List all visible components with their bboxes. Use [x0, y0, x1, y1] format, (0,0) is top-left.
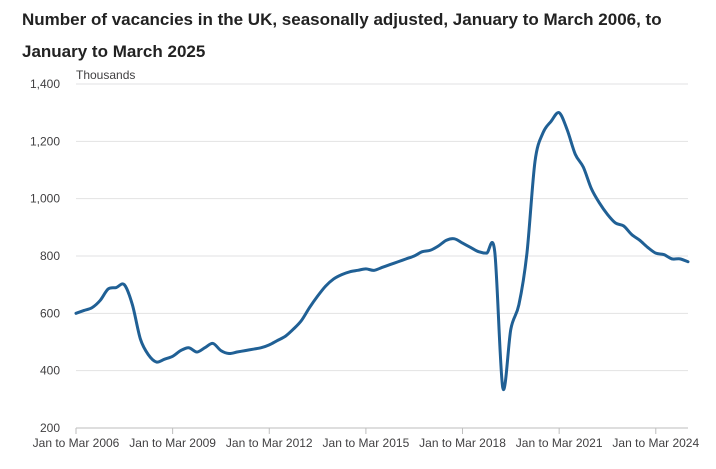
data-point — [107, 287, 110, 291]
data-point — [179, 349, 182, 352]
data-point — [501, 386, 504, 390]
data-point — [525, 251, 529, 255]
data-point — [356, 269, 360, 272]
x-tick-label: Jan to Mar 2006 — [33, 436, 120, 450]
data-point — [429, 249, 432, 252]
data-point — [74, 312, 78, 315]
data-point — [155, 360, 158, 364]
data-point — [235, 350, 239, 354]
data-point — [622, 224, 625, 228]
data-point — [340, 273, 343, 276]
data-point — [90, 306, 94, 309]
data-point — [396, 260, 400, 263]
data-point — [163, 358, 166, 361]
data-point — [227, 352, 231, 355]
data-point — [115, 286, 118, 289]
gridlines — [76, 83, 688, 429]
y-tick-label: 1,000 — [30, 192, 60, 206]
data-point — [549, 120, 553, 123]
x-tick-label: Jan to Mar 2018 — [419, 436, 506, 450]
data-point — [364, 267, 368, 271]
data-point — [276, 339, 279, 342]
data-point — [533, 160, 537, 163]
series-group — [74, 111, 690, 392]
data-point — [590, 187, 593, 190]
x-tick-label: Jan to Mar 2024 — [612, 436, 699, 450]
data-point — [654, 251, 657, 255]
data-point — [308, 306, 311, 309]
data-point — [662, 253, 666, 256]
x-axis: Jan to Mar 2006 Jan to Mar 2009 Jan to Mar… — [33, 428, 699, 450]
data-point — [131, 303, 134, 306]
data-point — [445, 239, 448, 242]
y-tick-label: 600 — [40, 306, 60, 320]
data-point — [670, 257, 674, 261]
y-axis-unit-label: Thousands — [76, 68, 135, 82]
data-point — [372, 269, 376, 272]
data-point — [388, 263, 392, 266]
data-point — [678, 257, 682, 261]
data-point — [243, 349, 247, 352]
data-point — [477, 250, 480, 253]
x-tick-label: Jan to Mar 2015 — [323, 436, 410, 450]
data-point — [332, 277, 335, 281]
data-point — [638, 239, 641, 242]
data-point — [606, 213, 609, 216]
data-point — [251, 347, 255, 351]
data-point — [541, 131, 545, 134]
data-point — [630, 233, 633, 236]
x-tick-label: Jan to Mar 2021 — [516, 436, 603, 450]
data-point — [171, 355, 174, 358]
y-tick-label: 400 — [40, 364, 60, 378]
data-point — [413, 254, 416, 258]
data-point — [268, 343, 271, 347]
data-point — [557, 111, 561, 114]
data-point — [187, 346, 190, 349]
series-line-vacancies — [74, 111, 690, 392]
data-point — [98, 299, 102, 302]
y-tick-label: 1,400 — [30, 77, 60, 91]
y-axis: 200 400 600 800 1,000 1,200 1,400 — [30, 77, 60, 435]
data-point — [324, 284, 327, 288]
y-tick-label: 200 — [40, 421, 60, 435]
data-point — [123, 283, 126, 286]
data-point — [509, 327, 513, 331]
data-point — [453, 237, 456, 240]
data-point — [517, 303, 521, 306]
data-point — [461, 241, 464, 245]
data-point — [646, 246, 649, 249]
y-tick-label: 1,200 — [30, 134, 60, 148]
data-point — [404, 257, 408, 261]
chart-title: Number of vacancies in the UK, seasonall… — [22, 10, 662, 61]
data-point — [82, 309, 86, 312]
data-point — [598, 201, 601, 205]
data-point — [574, 153, 577, 156]
data-point — [203, 346, 207, 349]
data-point — [421, 250, 424, 253]
data-point — [686, 260, 690, 263]
data-point — [582, 165, 585, 169]
data-point — [348, 270, 351, 273]
data-point — [316, 294, 319, 298]
x-tick-label: Jan to Mar 2012 — [226, 436, 313, 450]
data-point — [469, 246, 472, 249]
data-point — [493, 250, 496, 253]
data-point — [300, 319, 303, 322]
data-point — [195, 350, 198, 354]
data-point — [380, 266, 384, 269]
y-tick-label: 800 — [40, 249, 60, 263]
data-point — [485, 251, 488, 255]
data-point — [260, 346, 263, 349]
data-point — [566, 128, 569, 132]
data-point — [139, 337, 142, 341]
data-point — [437, 244, 440, 248]
data-point — [614, 221, 617, 225]
x-tick-label: Jan to Mar 2009 — [129, 436, 216, 450]
data-point — [147, 353, 150, 357]
data-point — [292, 327, 295, 331]
data-point — [211, 342, 215, 345]
data-point — [219, 349, 223, 352]
data-point — [284, 335, 287, 338]
